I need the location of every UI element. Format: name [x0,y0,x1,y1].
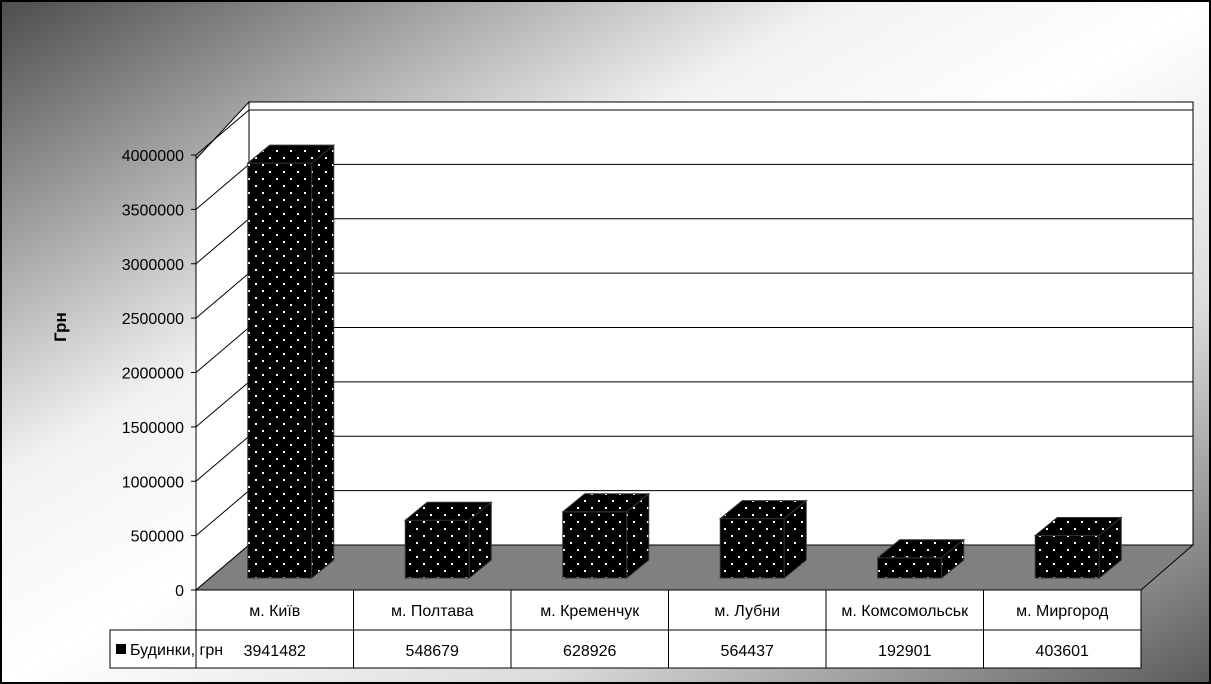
y-tick-label-0: 0 [175,583,184,600]
bar-side-0 [311,144,335,580]
bar-side-4 [941,538,965,580]
y-axis: 0 500000 1000000 1500000 2000000 2500000 30000… [122,148,197,600]
y-tick-label-8: 4000000 [122,148,184,165]
category-label-0: м. Київ [249,603,300,620]
category-label-5: м. Миргород [1016,603,1109,620]
gridline-side-7 [195,163,250,210]
bar-2 [561,492,651,580]
bar-side-1 [468,501,492,580]
bar-0 [246,144,336,580]
bar-front-5 [1034,535,1100,579]
y-tick-label-2: 1000000 [122,474,184,491]
bar-1 [403,501,493,580]
gridline-side-1 [195,490,250,537]
y-tick-label-6: 3000000 [122,257,184,274]
gridline-side-2 [195,435,250,482]
bars [246,144,1123,580]
category-label-1: м. Полтава [391,603,474,620]
legend-key [116,644,126,654]
gridline-side-3 [195,381,250,428]
value-label-5: 403601 [1036,643,1089,660]
bar-front-0 [247,162,313,579]
bar-side-3 [783,499,807,580]
bar-4 [876,538,966,580]
data-table: м. Київ 3941482 м. Полтава 548679 м. Кременч… [109,589,1142,669]
bar-5 [1033,516,1123,580]
value-label-1: 548679 [406,643,459,660]
gridline-side-5 [195,272,250,319]
bar-front-1 [404,519,470,579]
gridline-side-6 [195,218,250,265]
y-axis-label: Грн [51,312,70,342]
value-label-0: 3941482 [244,643,306,660]
category-label-2: м. Кременчук [540,603,640,620]
value-label-3: 564437 [721,643,774,660]
bar-3 [718,499,808,580]
bar-front-3 [719,518,785,579]
y-tick-label-7: 3500000 [122,202,184,219]
back-wall [248,101,1194,546]
side-wall [195,100,250,592]
category-label-3: м. Лубни [714,603,780,620]
legend-series-name: Будинки, грн [130,642,223,659]
gridline-side-4 [195,327,250,373]
table-value-row [109,629,1142,669]
gridline-side-8 [195,109,250,156]
bar-front-4 [877,557,943,579]
category-label-4: м. Комсомольськ [841,603,969,620]
y-tick-label-4: 2000000 [122,366,184,383]
bar-front-2 [562,511,628,579]
y-tick-label-5: 2500000 [122,311,184,328]
gridlines [195,109,1193,537]
bar-side-5 [1098,516,1122,580]
value-label-2: 628926 [563,643,616,660]
y-tick-label-1: 500000 [131,529,184,546]
bar-side-2 [626,492,650,580]
chart-walls [194,100,1195,592]
y-tick-label-3: 1500000 [122,420,184,437]
value-label-4: 192901 [878,643,931,660]
